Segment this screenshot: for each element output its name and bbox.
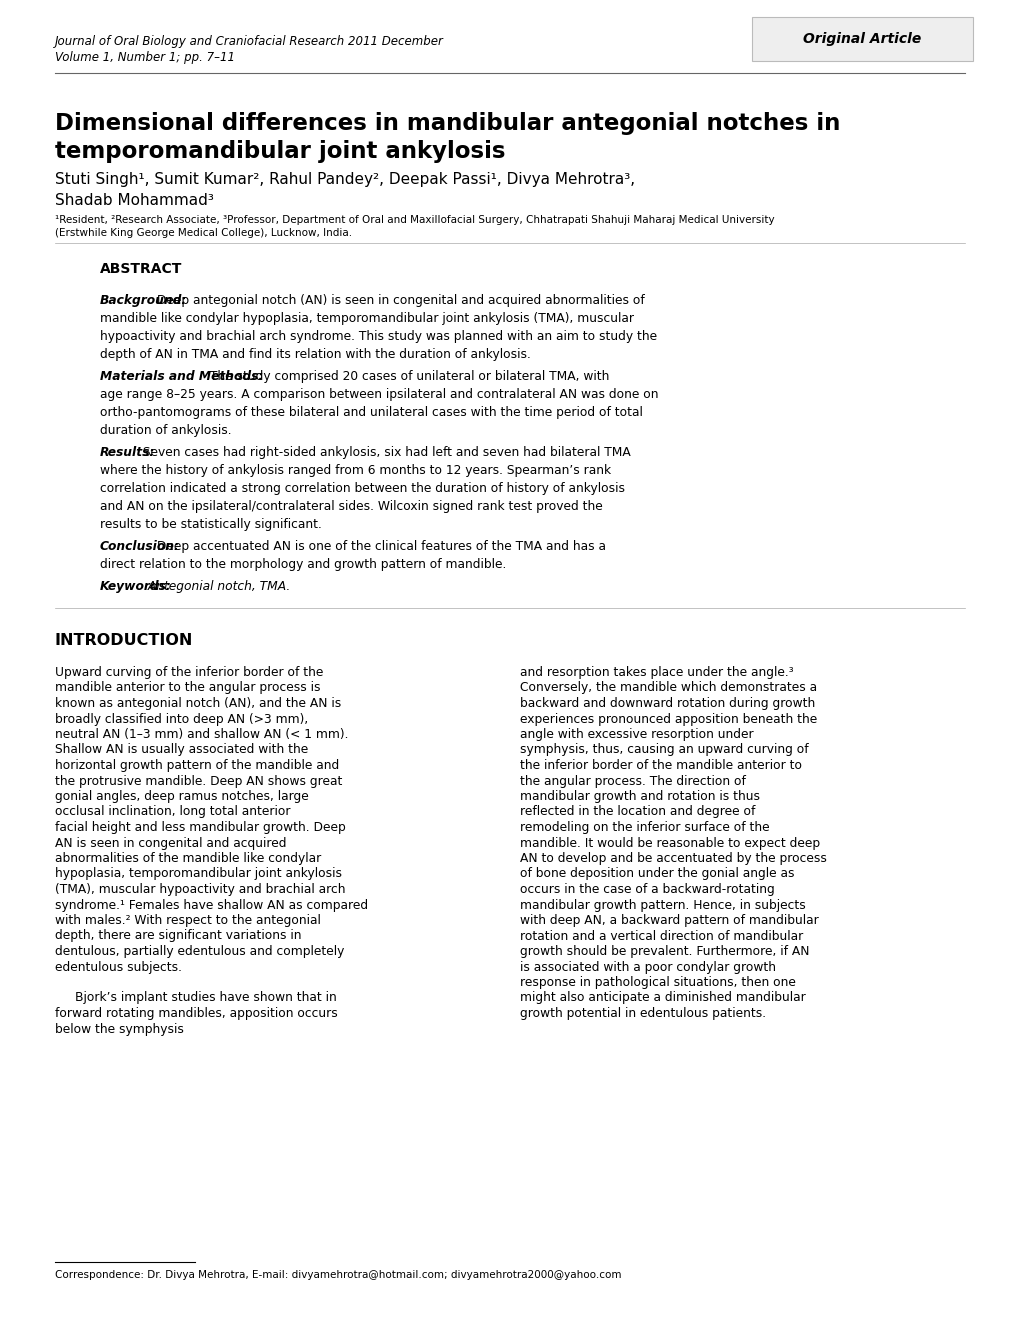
Text: Upward curving of the inferior border of the: Upward curving of the inferior border of… bbox=[55, 667, 323, 678]
Text: hypoactivity and brachial arch syndrome. This study was planned with an aim to s: hypoactivity and brachial arch syndrome.… bbox=[100, 330, 656, 343]
Text: growth should be prevalent. Furthermore, if AN: growth should be prevalent. Furthermore,… bbox=[520, 945, 809, 958]
Text: edentulous subjects.: edentulous subjects. bbox=[55, 961, 181, 974]
Text: backward and downward rotation during growth: backward and downward rotation during gr… bbox=[520, 697, 814, 710]
Text: ABSTRACT: ABSTRACT bbox=[100, 261, 182, 276]
Text: angle with excessive resorption under: angle with excessive resorption under bbox=[520, 729, 753, 741]
Text: with males.² With respect to the antegonial: with males.² With respect to the antegon… bbox=[55, 913, 321, 927]
Text: Journal of Oral Biology and Craniofacial Research 2011 December: Journal of Oral Biology and Craniofacial… bbox=[55, 36, 443, 48]
Text: hypoplasia, temporomandibular joint ankylosis: hypoplasia, temporomandibular joint anky… bbox=[55, 867, 341, 880]
Text: Conclusion:: Conclusion: bbox=[100, 540, 179, 553]
Text: mandible. It would be reasonable to expect deep: mandible. It would be reasonable to expe… bbox=[520, 837, 819, 850]
Text: Volume 1, Number 1; pp. 7–11: Volume 1, Number 1; pp. 7–11 bbox=[55, 51, 234, 63]
Text: Deep accentuated AN is one of the clinical features of the TMA and has a: Deep accentuated AN is one of the clinic… bbox=[153, 540, 605, 553]
Text: Materials and Methods:: Materials and Methods: bbox=[100, 370, 263, 383]
Text: the protrusive mandible. Deep AN shows great: the protrusive mandible. Deep AN shows g… bbox=[55, 775, 342, 788]
Text: and resorption takes place under the angle.³: and resorption takes place under the ang… bbox=[520, 667, 793, 678]
Text: duration of ankylosis.: duration of ankylosis. bbox=[100, 424, 231, 437]
Text: temporomandibular joint ankylosis: temporomandibular joint ankylosis bbox=[55, 140, 505, 162]
Text: abnormalities of the mandible like condylar: abnormalities of the mandible like condy… bbox=[55, 851, 321, 865]
Text: of bone deposition under the gonial angle as: of bone deposition under the gonial angl… bbox=[520, 867, 794, 880]
Text: and AN on the ipsilateral/contralateral sides. Wilcoxin signed rank test proved : and AN on the ipsilateral/contralateral … bbox=[100, 500, 602, 513]
Text: INTRODUCTION: INTRODUCTION bbox=[55, 634, 194, 648]
Text: Conversely, the mandible which demonstrates a: Conversely, the mandible which demonstra… bbox=[520, 681, 816, 694]
Text: Original Article: Original Article bbox=[803, 32, 921, 46]
Text: mandible anterior to the angular process is: mandible anterior to the angular process… bbox=[55, 681, 320, 694]
Text: with deep AN, a backward pattern of mandibular: with deep AN, a backward pattern of mand… bbox=[520, 913, 818, 927]
Text: might also anticipate a diminished mandibular: might also anticipate a diminished mandi… bbox=[520, 991, 805, 1005]
Text: Keywords:: Keywords: bbox=[100, 579, 171, 593]
Text: known as antegonial notch (AN), and the AN is: known as antegonial notch (AN), and the … bbox=[55, 697, 341, 710]
Text: dentulous, partially edentulous and completely: dentulous, partially edentulous and comp… bbox=[55, 945, 344, 958]
Text: occlusal inclination, long total anterior: occlusal inclination, long total anterio… bbox=[55, 805, 290, 818]
Text: rotation and a vertical direction of mandibular: rotation and a vertical direction of man… bbox=[520, 929, 803, 942]
Text: AN is seen in congenital and acquired: AN is seen in congenital and acquired bbox=[55, 837, 286, 850]
Text: mandibular growth pattern. Hence, in subjects: mandibular growth pattern. Hence, in sub… bbox=[520, 899, 805, 912]
Text: reflected in the location and degree of: reflected in the location and degree of bbox=[520, 805, 755, 818]
Text: ortho-pantomograms of these bilateral and unilateral cases with the time period : ortho-pantomograms of these bilateral an… bbox=[100, 407, 642, 418]
Text: ¹Resident, ²Research Associate, ³Professor, Department of Oral and Maxillofacial: ¹Resident, ²Research Associate, ³Profess… bbox=[55, 215, 773, 224]
Text: Dimensional differences in mandibular antegonial notches in: Dimensional differences in mandibular an… bbox=[55, 112, 840, 135]
Text: AN to develop and be accentuated by the process: AN to develop and be accentuated by the … bbox=[520, 851, 826, 865]
Text: occurs in the case of a backward-rotating: occurs in the case of a backward-rotatin… bbox=[520, 883, 774, 896]
Text: gonial angles, deep ramus notches, large: gonial angles, deep ramus notches, large bbox=[55, 789, 309, 803]
Text: Seven cases had right-sided ankylosis, six had left and seven had bilateral TMA: Seven cases had right-sided ankylosis, s… bbox=[139, 446, 630, 459]
Text: where the history of ankylosis ranged from 6 months to 12 years. Spearman’s rank: where the history of ankylosis ranged fr… bbox=[100, 465, 610, 477]
Text: results to be statistically significant.: results to be statistically significant. bbox=[100, 517, 322, 531]
Text: The study comprised 20 cases of unilateral or bilateral TMA, with: The study comprised 20 cases of unilater… bbox=[206, 370, 609, 383]
Text: Bjork’s implant studies have shown that in: Bjork’s implant studies have shown that … bbox=[75, 991, 336, 1005]
Text: facial height and less mandibular growth. Deep: facial height and less mandibular growth… bbox=[55, 821, 345, 834]
Text: mandibular growth and rotation is thus: mandibular growth and rotation is thus bbox=[520, 789, 759, 803]
Text: (TMA), muscular hypoactivity and brachial arch: (TMA), muscular hypoactivity and brachia… bbox=[55, 883, 345, 896]
Text: response in pathological situations, then one: response in pathological situations, the… bbox=[520, 975, 795, 989]
Text: Shadab Mohammad³: Shadab Mohammad³ bbox=[55, 193, 214, 209]
Text: Background:: Background: bbox=[100, 294, 187, 308]
Text: syndrome.¹ Females have shallow AN as compared: syndrome.¹ Females have shallow AN as co… bbox=[55, 899, 368, 912]
Text: neutral AN (1–3 mm) and shallow AN (< 1 mm).: neutral AN (1–3 mm) and shallow AN (< 1 … bbox=[55, 729, 348, 741]
Text: symphysis, thus, causing an upward curving of: symphysis, thus, causing an upward curvi… bbox=[520, 743, 808, 756]
Text: Results:: Results: bbox=[100, 446, 155, 459]
Text: (Erstwhile King George Medical College), Lucknow, India.: (Erstwhile King George Medical College),… bbox=[55, 228, 352, 238]
Text: Shallow AN is usually associated with the: Shallow AN is usually associated with th… bbox=[55, 743, 308, 756]
Text: mandible like condylar hypoplasia, temporomandibular joint ankylosis (TMA), musc: mandible like condylar hypoplasia, tempo… bbox=[100, 312, 634, 325]
Text: depth, there are significant variations in: depth, there are significant variations … bbox=[55, 929, 302, 942]
Text: below the symphysis: below the symphysis bbox=[55, 1023, 183, 1035]
Text: broadly classified into deep AN (>3 mm),: broadly classified into deep AN (>3 mm), bbox=[55, 713, 308, 726]
Text: growth potential in edentulous patients.: growth potential in edentulous patients. bbox=[520, 1007, 765, 1020]
Text: Antegonial notch, TMA.: Antegonial notch, TMA. bbox=[144, 579, 289, 593]
Text: is associated with a poor condylar growth: is associated with a poor condylar growt… bbox=[520, 961, 775, 974]
Text: Stuti Singh¹, Sumit Kumar², Rahul Pandey², Deepak Passi¹, Divya Mehrotra³,: Stuti Singh¹, Sumit Kumar², Rahul Pandey… bbox=[55, 172, 635, 187]
Text: correlation indicated a strong correlation between the duration of history of an: correlation indicated a strong correlati… bbox=[100, 482, 625, 495]
FancyBboxPatch shape bbox=[751, 17, 972, 61]
Text: direct relation to the morphology and growth pattern of mandible.: direct relation to the morphology and gr… bbox=[100, 558, 505, 572]
Text: the angular process. The direction of: the angular process. The direction of bbox=[520, 775, 745, 788]
Text: horizontal growth pattern of the mandible and: horizontal growth pattern of the mandibl… bbox=[55, 759, 339, 772]
Text: forward rotating mandibles, apposition occurs: forward rotating mandibles, apposition o… bbox=[55, 1007, 337, 1020]
Text: the inferior border of the mandible anterior to: the inferior border of the mandible ante… bbox=[520, 759, 801, 772]
Text: age range 8–25 years. A comparison between ipsilateral and contralateral AN was : age range 8–25 years. A comparison betwe… bbox=[100, 388, 658, 401]
Text: experiences pronounced apposition beneath the: experiences pronounced apposition beneat… bbox=[520, 713, 816, 726]
Text: depth of AN in TMA and find its relation with the duration of ankylosis.: depth of AN in TMA and find its relation… bbox=[100, 348, 530, 360]
Text: Correspondence: Dr. Divya Mehrotra, E-mail: divyamehrotra@hotmail.com; divyamehr: Correspondence: Dr. Divya Mehrotra, E-ma… bbox=[55, 1270, 621, 1280]
Text: remodeling on the inferior surface of the: remodeling on the inferior surface of th… bbox=[520, 821, 769, 834]
Text: Deep antegonial notch (AN) is seen in congenital and acquired abnormalities of: Deep antegonial notch (AN) is seen in co… bbox=[153, 294, 644, 308]
